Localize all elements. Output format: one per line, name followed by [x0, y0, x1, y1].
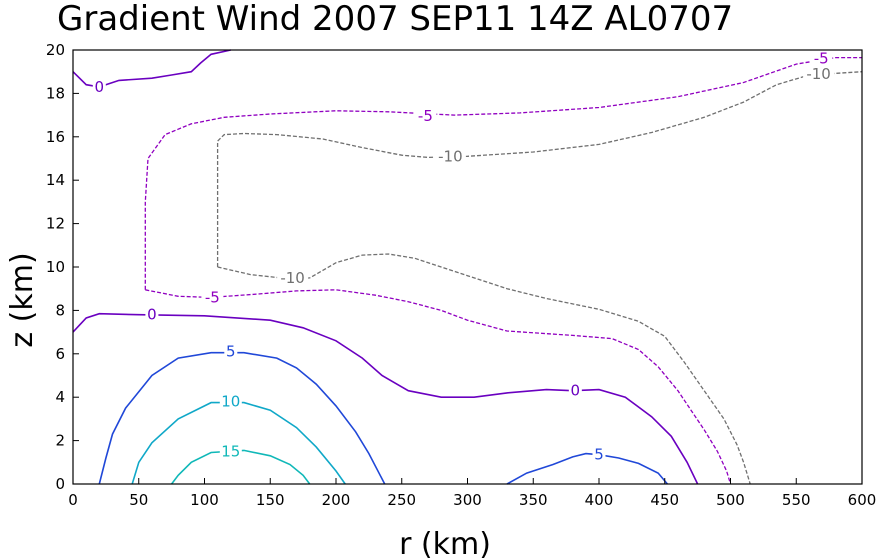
x-tick-label: 350: [519, 491, 548, 509]
contour-line: [217, 253, 751, 485]
y-tick-label: 8: [55, 301, 65, 319]
y-axis-label: z (km): [5, 252, 40, 347]
contour-label: -5: [418, 107, 433, 125]
x-tick-label: 250: [387, 491, 416, 509]
plot-frame: [72, 49, 863, 485]
contour-label-bg: [92, 78, 106, 95]
contour-label: -10: [438, 147, 463, 165]
contour-line: [170, 449, 311, 485]
contour-label: 15: [221, 442, 240, 460]
contour-line: [216, 71, 863, 267]
contour-label-bg: [803, 65, 835, 82]
x-axis-label: r (km): [399, 527, 491, 559]
contour-label-bg: [219, 393, 242, 410]
contour-label-bg: [568, 382, 582, 399]
contour-label: -5: [814, 50, 829, 68]
y-tick-label: 10: [46, 258, 65, 276]
x-tick-label: 600: [848, 491, 877, 509]
contour-label-bg: [592, 446, 606, 463]
x-tick-label: 200: [322, 491, 351, 509]
contour-label-bg: [201, 289, 224, 306]
contour-label-bg: [810, 50, 833, 67]
contour-label-bg: [219, 443, 242, 460]
contour-label-bg: [277, 269, 309, 286]
contour-label-bg: [434, 148, 466, 165]
x-tick-label: 0: [68, 491, 78, 509]
y-tick-label: 14: [46, 171, 65, 189]
contour-label-bg: [145, 306, 159, 323]
contour-label: 0: [95, 78, 105, 96]
contour-label: 0: [147, 306, 157, 324]
x-tick-label: 50: [129, 491, 148, 509]
x-tick-label: 550: [782, 491, 811, 509]
x-tick-label: 500: [716, 491, 745, 509]
x-axis: 0 50 100 150 200 250 300 350 400 450 500 550 600: [68, 478, 876, 509]
contour-label: -10: [806, 65, 831, 83]
x-tick-label: 400: [585, 491, 614, 509]
contour-label: 0: [571, 382, 581, 400]
y-tick-label: 2: [55, 432, 65, 450]
contour-label-bg: [224, 343, 238, 360]
contour-label: 10: [221, 393, 240, 411]
y-tick-label: 18: [46, 84, 65, 102]
y-tick-label: 20: [46, 41, 65, 59]
contour-line: [72, 49, 231, 88]
contour-line: [145, 289, 732, 485]
contour-label: 5: [594, 446, 604, 464]
contour-label: 5: [226, 343, 236, 361]
y-tick-label: 4: [55, 388, 65, 406]
x-tick-label: 150: [256, 491, 285, 509]
y-axis: 0 2 4 6 8 10 12 14 16 18 20: [46, 41, 79, 493]
contour-line: [144, 56, 862, 290]
contour-lines: [72, 49, 863, 485]
contour-line: [98, 351, 386, 485]
y-tick-label: 0: [55, 475, 65, 493]
contour-line: [72, 312, 699, 485]
contour-label: -10: [280, 269, 305, 287]
x-tick-label: 300: [453, 491, 482, 509]
contour-line: [506, 452, 669, 485]
y-tick-label: 16: [46, 128, 65, 146]
y-tick-label: 12: [46, 215, 65, 233]
contour-label-bg: [414, 108, 437, 125]
x-tick-label: 100: [190, 491, 219, 509]
contour-label: -5: [205, 288, 220, 306]
contour-line: [131, 401, 346, 485]
chart-title: Gradient Wind 2007 SEP11 14Z AL0707: [57, 0, 733, 39]
x-tick-label: 450: [650, 491, 679, 509]
y-tick-label: 6: [55, 345, 65, 363]
